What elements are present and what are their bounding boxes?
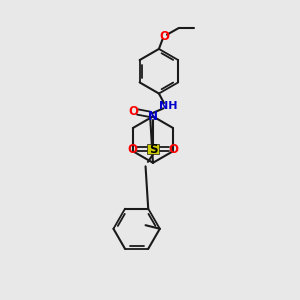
Text: NH: NH	[159, 101, 178, 111]
Text: O: O	[129, 106, 139, 118]
Text: O: O	[169, 142, 179, 156]
Text: O: O	[159, 30, 169, 43]
Text: S: S	[149, 142, 157, 156]
Text: O: O	[127, 142, 137, 156]
Bar	[147, 144, 159, 154]
Text: N: N	[148, 110, 158, 123]
